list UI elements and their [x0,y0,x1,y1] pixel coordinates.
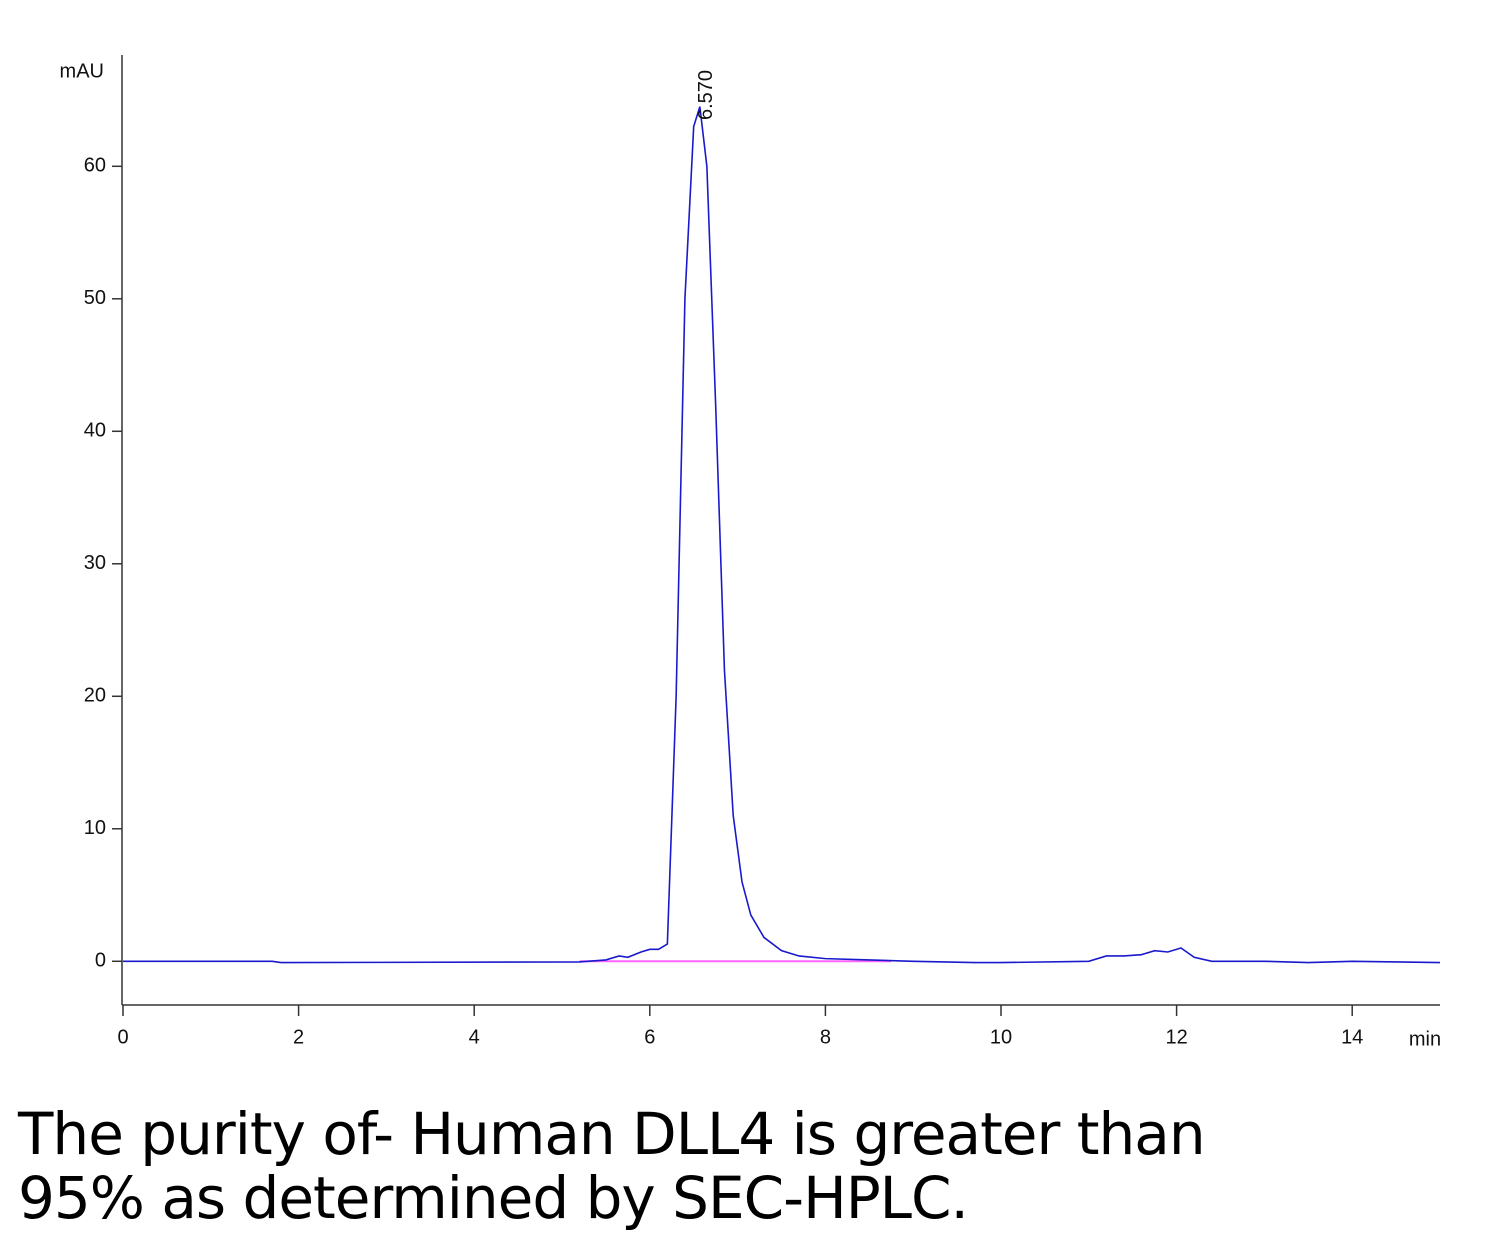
y-tick-label: 50 [84,287,106,309]
y-tick-label: 40 [84,420,106,442]
x-tick-label: 10 [990,1026,1012,1048]
y-tick-label: 20 [84,685,106,707]
x-tick-label: 12 [1165,1026,1187,1048]
x-tick-label: 4 [469,1026,480,1048]
caption: The purity of- Human DLL4 is greater tha… [18,1100,1206,1232]
x-tick-label: 0 [117,1026,128,1048]
caption-line: The purity of- Human DLL4 is greater tha… [18,1100,1206,1168]
x-axis-label: min [1409,1028,1441,1050]
y-tick-label: 0 [95,950,106,972]
chart: mAU min 0 10 20 30 40 50 60 0 2 4 6 8 10 12 14 6.570 [60,55,1441,1050]
y-axis-label: mAU [60,60,104,82]
y-tick-label: 10 [84,817,106,839]
peak-label: 6.570 [695,70,717,120]
y-tick-label: 60 [84,155,106,177]
x-tick-label: 6 [644,1026,655,1048]
x-tick-label: 14 [1341,1026,1363,1048]
y-tick-label: 30 [84,552,106,574]
signal-line [123,106,1441,964]
x-tick-label: 8 [820,1026,831,1048]
caption-line: 95% as determined by SEC-HPLC. [18,1164,969,1232]
x-tick-label: 2 [293,1026,304,1048]
